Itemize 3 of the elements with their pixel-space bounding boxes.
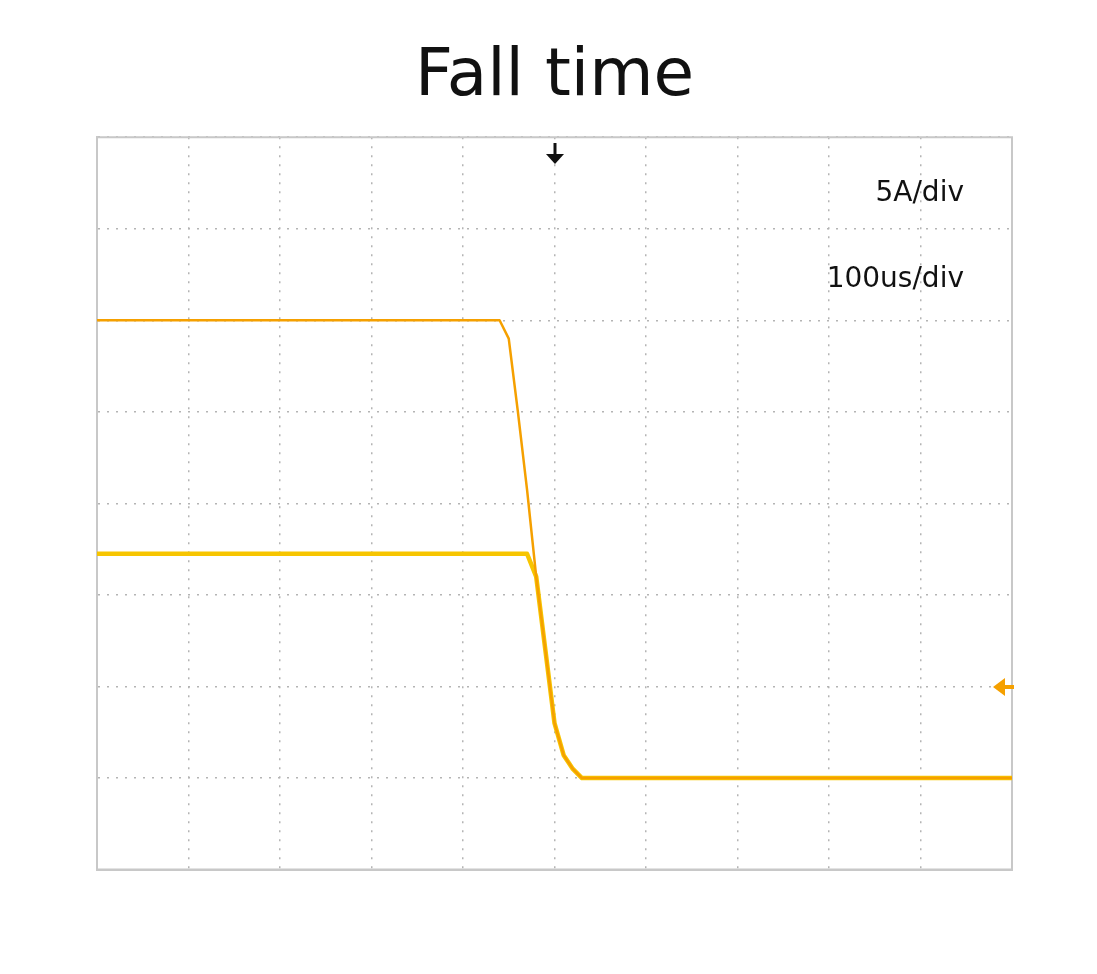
text: 5A/div (875, 175, 964, 209)
text: 100us/div (826, 261, 964, 295)
chart-title: Fall time (414, 33, 695, 111)
